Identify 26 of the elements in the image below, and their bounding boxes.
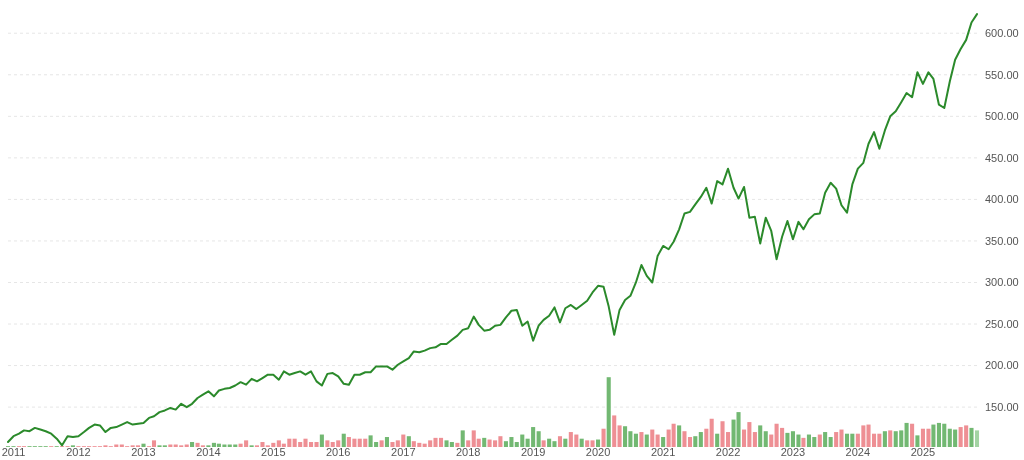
x-tick-label: 2019 [520,446,546,458]
y-tick-label: 450.00 [985,151,1019,164]
x-tick-label: 2021 [650,446,676,458]
x-tick-label: 2013 [131,446,156,458]
y-tick-label: 600.00 [985,27,1019,40]
x-tick-label: 2016 [325,446,351,458]
y-tick-label: 200.00 [985,359,1019,372]
x-tick-label: 2017 [391,446,416,458]
x-tick-label: 2014 [196,446,221,458]
y-tick-label: 150.00 [985,400,1019,413]
y-tick-label: 350.00 [985,234,1019,247]
x-tick-label: 2015 [261,446,286,458]
x-tick-label: 2012 [66,446,91,458]
x-tick-label: 2023 [780,446,806,458]
x-tick-label: 2025 [910,446,936,458]
y-tick-label: 300.00 [985,276,1019,289]
x-tick-label: 2020 [585,446,611,458]
y-tick-label: 250.00 [985,317,1019,330]
y-tick-label: 400.00 [985,193,1019,206]
x-tick-label: 2011 [1,446,26,458]
y-tick-label: 500.00 [985,110,1019,123]
x-tick-label: 2018 [455,446,481,458]
y-tick-label: 550.00 [985,68,1019,81]
line-series [7,13,978,447]
x-tick-label: 2024 [845,446,871,458]
x-tick-label: 2022 [715,446,741,458]
